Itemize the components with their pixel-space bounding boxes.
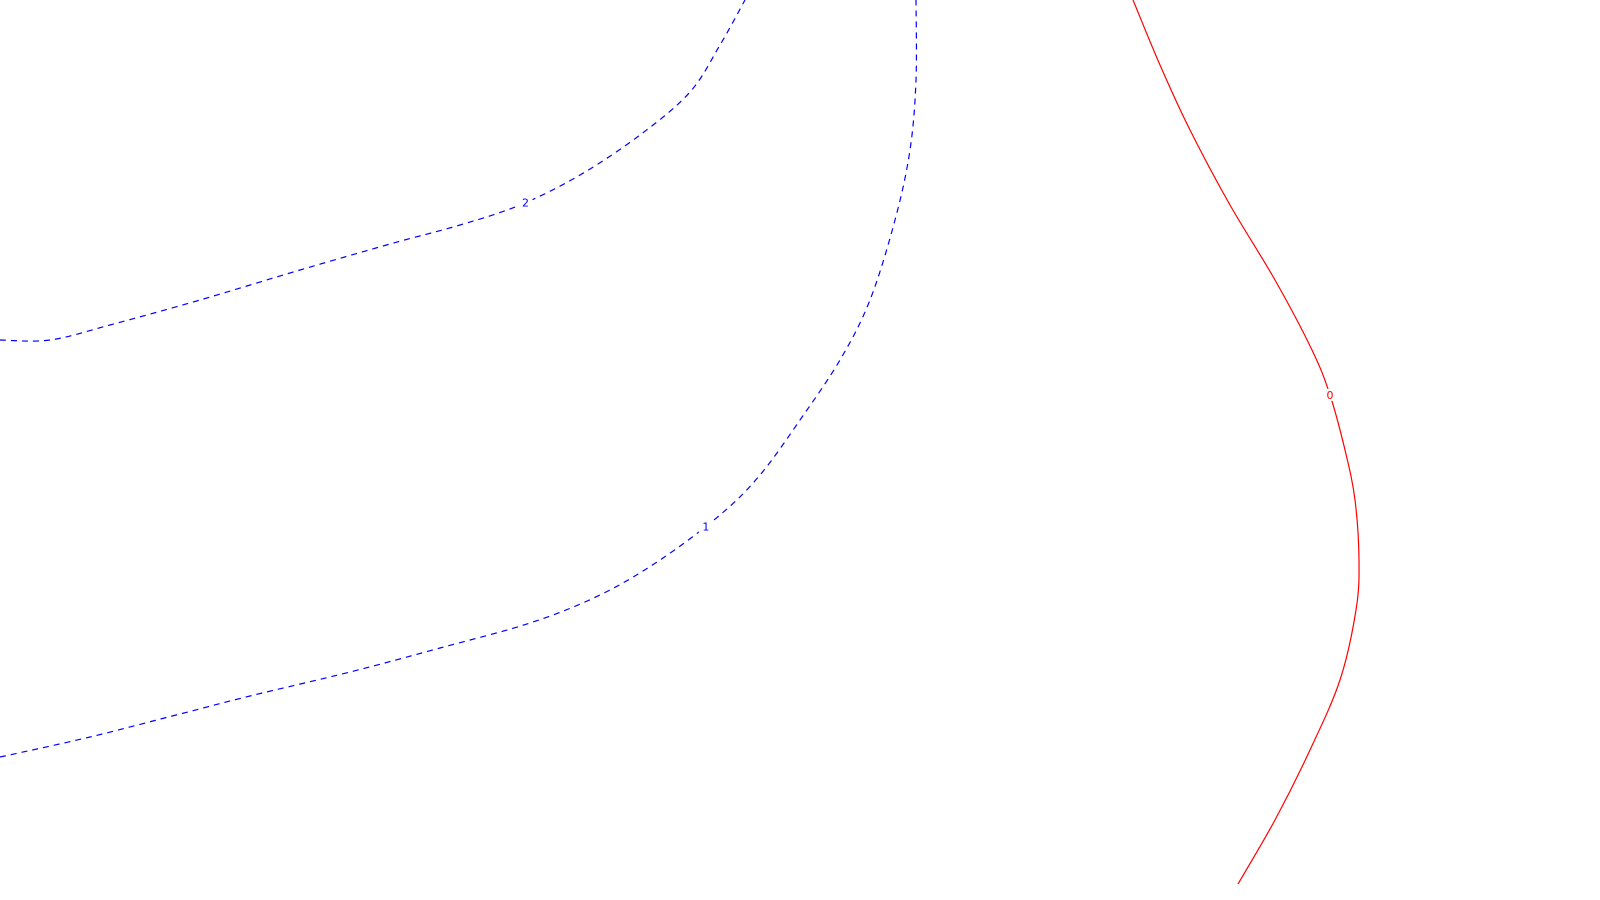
contour-labels: 2 1 0 bbox=[518, 195, 1336, 534]
contour-line-level-2 bbox=[0, 0, 746, 342]
contour-label-level-0: 0 bbox=[1326, 389, 1333, 402]
contour-label-level-2: 2 bbox=[522, 197, 529, 210]
contour-lines bbox=[0, 0, 1360, 885]
contour-label-gap-1 bbox=[698, 519, 713, 534]
contour-label-gap-2 bbox=[518, 195, 533, 210]
contour-line-level-1 bbox=[0, 0, 918, 758]
contour-label-gap-0 bbox=[1323, 388, 1336, 401]
contour-label-level-1: 1 bbox=[702, 521, 709, 534]
contour-line-level-0 bbox=[1132, 0, 1360, 885]
